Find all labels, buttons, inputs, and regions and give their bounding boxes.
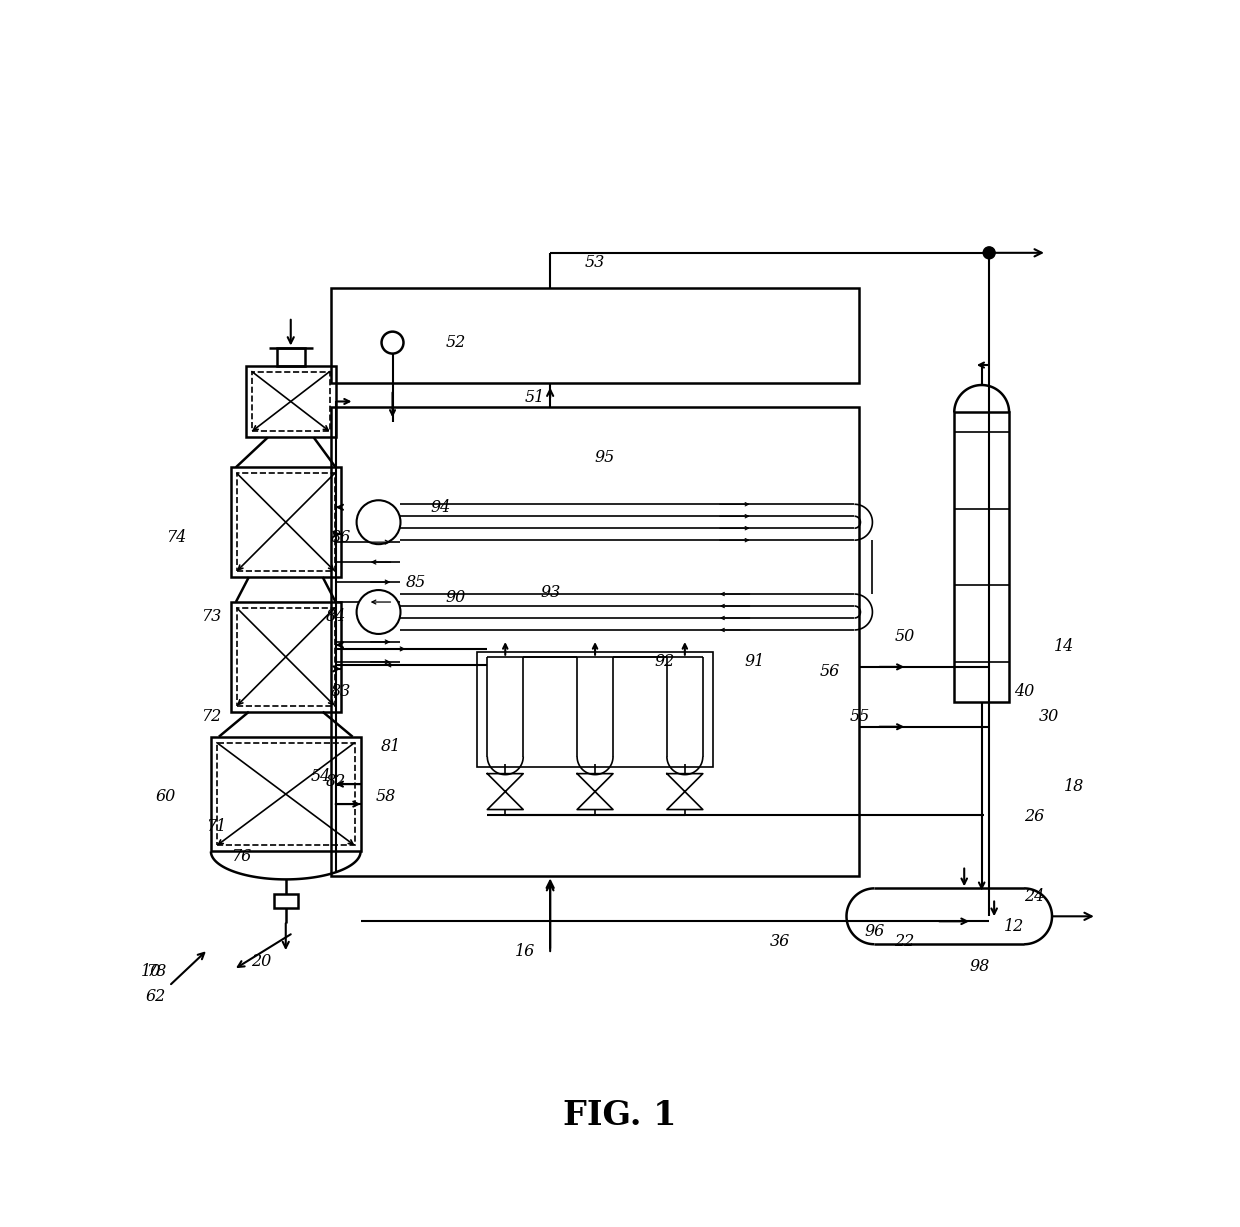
Bar [231,467,341,577]
Text: 92: 92 [655,654,675,670]
Text: 91: 91 [744,654,765,670]
Bar [211,736,361,852]
Bar [331,407,859,876]
Text: 78: 78 [146,963,166,979]
Text: FIG. 1: FIG. 1 [563,1099,677,1133]
Text: 10: 10 [141,963,161,979]
Bar [246,366,336,437]
Text: 81: 81 [381,739,401,755]
Text: 96: 96 [864,923,884,940]
Bar [331,288,859,383]
Text: 24: 24 [1024,888,1044,904]
Text: 14: 14 [1054,638,1074,655]
Text: 73: 73 [201,609,221,626]
Bar [955,412,1009,702]
Text: 82: 82 [326,773,346,790]
Text: 36: 36 [770,933,790,950]
Circle shape [357,501,401,544]
Text: 85: 85 [405,573,425,590]
Bar [237,474,335,571]
Text: 20: 20 [250,952,270,969]
Text: 86: 86 [331,529,351,546]
Text: 18: 18 [1064,778,1084,795]
Bar [477,652,713,767]
Text: 56: 56 [820,664,839,680]
Text: 76: 76 [231,848,250,865]
Text: 53: 53 [585,254,605,271]
Text: 95: 95 [595,449,615,466]
Text: 26: 26 [1024,809,1044,825]
Circle shape [382,331,403,353]
Text: 62: 62 [146,988,166,1005]
Text: 12: 12 [1004,918,1024,935]
Bar [274,894,298,908]
Text: 93: 93 [541,584,560,600]
Text: 90: 90 [445,589,465,606]
Text: 50: 50 [894,628,914,645]
Text: 58: 58 [376,788,396,805]
Circle shape [983,247,996,259]
Text: 98: 98 [970,958,990,974]
Text: 22: 22 [894,933,914,950]
Text: 55: 55 [849,708,869,725]
Text: 30: 30 [1039,708,1059,725]
Text: 84: 84 [326,609,346,626]
Circle shape [357,590,401,634]
Text: 74: 74 [166,529,186,546]
Text: 16: 16 [515,942,536,960]
Text: 94: 94 [430,498,450,515]
Text: 51: 51 [525,389,546,406]
Text: 60: 60 [156,788,176,805]
Bar [277,347,305,366]
Bar [231,602,341,712]
Bar [237,609,335,706]
Text: 72: 72 [201,708,221,725]
Text: 54: 54 [310,768,331,785]
Bar [252,372,330,432]
Bar [217,742,355,845]
Text: 71: 71 [206,818,226,836]
Text: 83: 83 [331,683,351,701]
Text: 52: 52 [445,334,465,351]
Text: 40: 40 [1014,683,1034,701]
